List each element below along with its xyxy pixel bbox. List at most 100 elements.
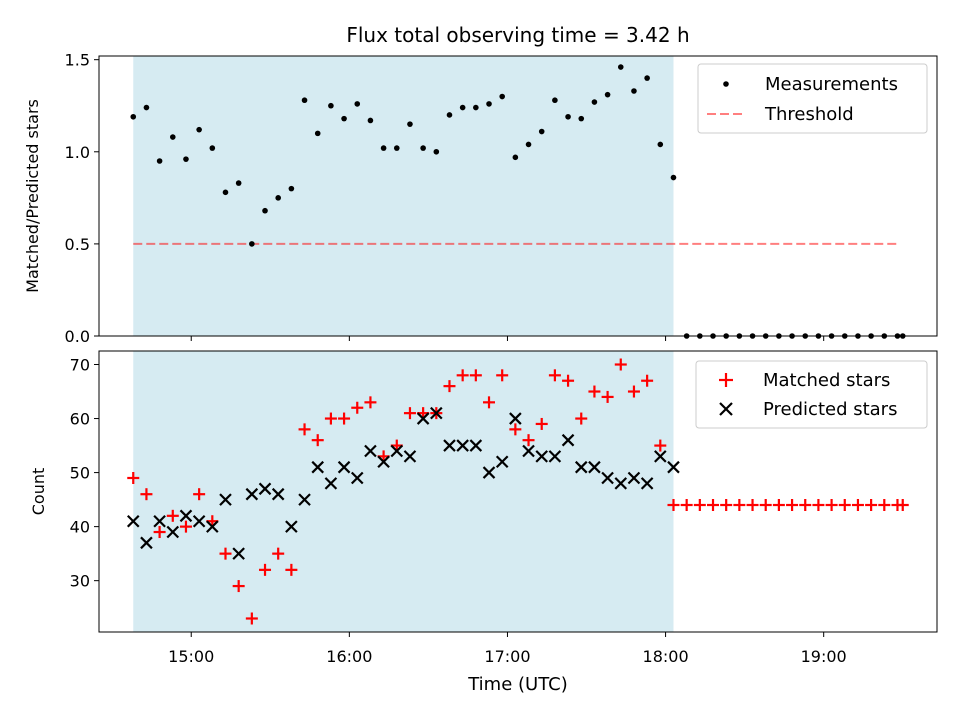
predicted-star-point xyxy=(654,450,667,463)
predicted-star-point xyxy=(640,477,654,490)
legend-marker-predicted xyxy=(719,402,733,416)
measurement-point xyxy=(420,145,426,151)
matched-star-point xyxy=(614,358,627,371)
measurement-point xyxy=(169,134,176,140)
ratio-ytick-label-0: 0.0 xyxy=(65,327,90,346)
matched-star-point xyxy=(535,417,548,430)
measurement-point xyxy=(565,113,571,120)
matched-star-point xyxy=(483,396,496,409)
time-xtick-label-2: 17:00 xyxy=(484,647,530,666)
time-xtick-label-4: 19:00 xyxy=(801,647,847,666)
measurement-point xyxy=(525,141,532,148)
predicted-star-point xyxy=(140,536,153,550)
predicted-star-point xyxy=(271,487,285,501)
measurement-point xyxy=(617,64,624,70)
predicted-star-point xyxy=(403,450,417,463)
predicted-star-point xyxy=(219,493,232,506)
measurement-point xyxy=(156,158,163,164)
measurement-point xyxy=(552,97,558,104)
measurement-point xyxy=(499,93,505,100)
predicted-star-point xyxy=(179,509,193,523)
legend-label-measurements: Measurements xyxy=(765,74,898,95)
measurement-point xyxy=(341,115,347,122)
measurement-point xyxy=(367,117,374,124)
matched-star-point xyxy=(351,401,364,414)
matched-star-point xyxy=(153,526,166,539)
matched-star-point xyxy=(733,499,746,512)
matched-star-point xyxy=(575,412,588,425)
measurement-point xyxy=(644,75,650,81)
predicted-star-point xyxy=(522,444,535,458)
measurement-point xyxy=(393,145,400,151)
matched-star-point xyxy=(193,488,206,501)
matched-star-point xyxy=(680,499,693,512)
legend-label-predicted: Predicted stars xyxy=(763,399,897,420)
measurement-point xyxy=(262,207,268,214)
measurement-point xyxy=(512,154,519,161)
measurement-point xyxy=(538,128,545,135)
matched-star-point xyxy=(285,563,298,576)
predicted-star-point xyxy=(350,471,364,485)
matched-star-point xyxy=(522,434,535,447)
measurement-point xyxy=(314,130,321,137)
predicted-star-point xyxy=(667,460,680,474)
matched-star-point xyxy=(456,369,469,382)
matched-star-point xyxy=(627,385,640,398)
matched-star-point xyxy=(896,499,909,512)
matched-star-point xyxy=(759,499,772,512)
matched-star-point xyxy=(601,390,614,403)
predicted-star-point xyxy=(614,477,628,490)
matched-star-point xyxy=(812,499,825,512)
predicted-star-point xyxy=(561,433,575,447)
count-ytick-label-2: 50 xyxy=(70,464,90,483)
legend-marker-matched xyxy=(719,373,733,387)
ratio-legend: Measurements Threshold xyxy=(697,63,928,134)
count-panel: 30 40 50 60 70 15:00 16:00 17:00 18:00 19:00 Cou… xyxy=(29,350,938,695)
predicted-star-point xyxy=(588,460,601,474)
predicted-star-point xyxy=(535,450,548,463)
measurement-point xyxy=(407,121,413,127)
matched-star-point xyxy=(707,499,720,512)
count-y-axis-label: Count xyxy=(29,468,48,516)
matched-star-point xyxy=(548,369,561,382)
predicted-star-point xyxy=(126,514,140,528)
measurement-point xyxy=(604,91,611,98)
matched-star-point xyxy=(324,412,337,425)
matched-star-point xyxy=(838,499,851,512)
count-ytick-label-3: 60 xyxy=(70,410,90,429)
predicted-stars-points xyxy=(126,406,680,560)
predicted-star-point xyxy=(456,439,469,452)
time-xtick-label-1: 16:00 xyxy=(326,647,372,666)
matched-star-point xyxy=(232,580,245,593)
matched-star-point xyxy=(825,499,838,512)
observing-window-shade xyxy=(133,56,674,336)
measurement-point xyxy=(130,113,137,120)
measurement-point xyxy=(591,99,598,105)
time-x-axis: 15:00 16:00 17:00 18:00 19:00 xyxy=(168,632,847,666)
predicted-star-point xyxy=(377,455,390,469)
matched-star-point xyxy=(851,499,864,512)
predicted-star-point xyxy=(232,547,245,560)
ratio-ytick-label-2: 1.0 xyxy=(65,143,90,162)
observing-window-shade xyxy=(133,351,674,632)
measurement-point xyxy=(486,101,492,107)
ratio-panel: 0.0 0.5 1.0 1.5 Matched/Predicted stars Mea… xyxy=(23,51,938,346)
ratio-y-axis: 0.0 0.5 1.0 1.5 xyxy=(65,51,99,346)
ratio-legend-box xyxy=(697,63,928,134)
measurement-point xyxy=(631,88,637,94)
measurement-point xyxy=(143,104,150,111)
predicted-star-point xyxy=(337,460,351,474)
matched-star-point xyxy=(588,385,601,398)
measurement-point xyxy=(578,115,585,122)
measurement-point xyxy=(235,180,242,186)
legend-label-threshold: Threshold xyxy=(764,104,854,125)
chart-title: Flux total observing time = 3.42 h xyxy=(346,23,689,47)
predicted-star-point xyxy=(601,471,614,485)
predicted-star-point xyxy=(627,471,641,485)
matched-star-point xyxy=(509,423,522,436)
measurement-point xyxy=(328,102,334,109)
predicted-star-point xyxy=(192,514,206,528)
matched-star-point xyxy=(338,412,351,425)
matched-star-point xyxy=(311,434,324,447)
predicted-star-point xyxy=(153,514,166,528)
